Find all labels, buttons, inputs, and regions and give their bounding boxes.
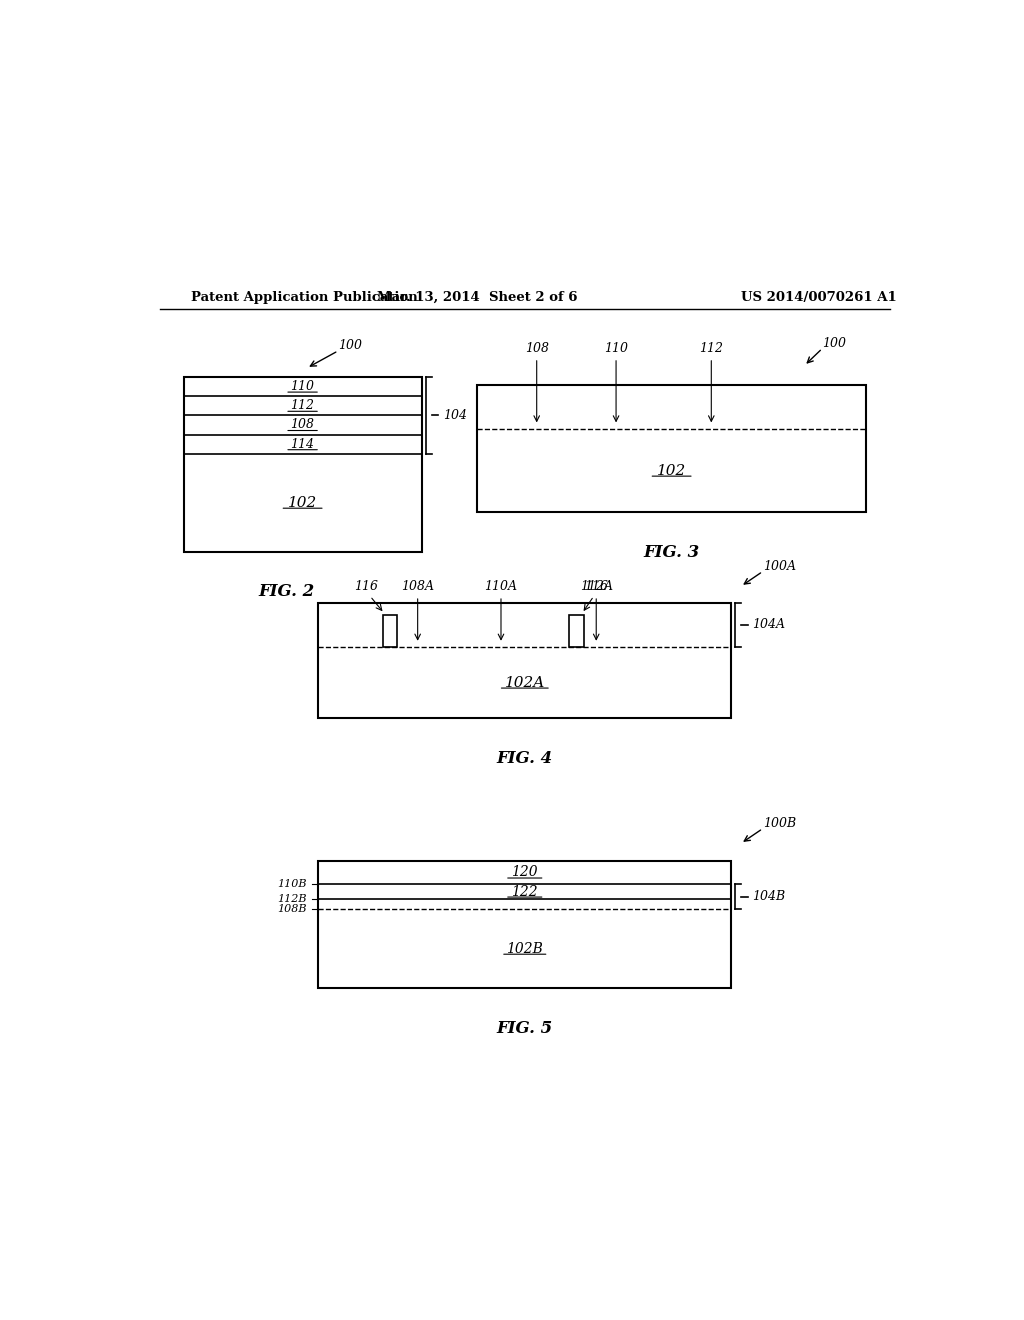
Text: FIG. 3: FIG. 3 — [643, 544, 699, 561]
Text: 110B: 110B — [278, 879, 306, 888]
Text: 102B: 102B — [506, 941, 544, 956]
Text: 114: 114 — [291, 438, 314, 450]
Text: 102: 102 — [657, 463, 686, 478]
Text: 112A: 112A — [580, 579, 612, 593]
Text: 112B: 112B — [278, 894, 306, 904]
Text: 108A: 108A — [401, 579, 434, 593]
Text: 100A: 100A — [763, 560, 796, 573]
Text: 120: 120 — [511, 866, 539, 879]
Text: 110: 110 — [291, 380, 314, 393]
Text: 112: 112 — [699, 342, 723, 355]
Text: FIG. 4: FIG. 4 — [497, 750, 553, 767]
Text: 100: 100 — [338, 339, 362, 352]
Text: US 2014/0070261 A1: US 2014/0070261 A1 — [740, 292, 896, 304]
Bar — [569, 615, 584, 647]
Text: 112: 112 — [291, 399, 314, 412]
Bar — [477, 385, 866, 512]
Text: FIG. 5: FIG. 5 — [497, 1020, 553, 1036]
Text: 110: 110 — [604, 342, 628, 355]
Text: 116: 116 — [585, 579, 608, 593]
Text: 122: 122 — [511, 884, 539, 899]
Text: 100: 100 — [822, 337, 847, 350]
Text: Mar. 13, 2014  Sheet 2 of 6: Mar. 13, 2014 Sheet 2 of 6 — [377, 292, 578, 304]
Text: 108B: 108B — [278, 904, 306, 915]
Text: Patent Application Publication: Patent Application Publication — [191, 292, 418, 304]
Text: FIG. 2: FIG. 2 — [259, 583, 314, 601]
Bar — [383, 615, 397, 647]
Text: 108: 108 — [524, 342, 549, 355]
Text: 100B: 100B — [763, 817, 796, 830]
Bar — [183, 378, 422, 552]
Text: 108: 108 — [291, 418, 314, 432]
Text: 110A: 110A — [484, 579, 517, 593]
Text: 102: 102 — [288, 495, 317, 510]
Bar — [318, 861, 731, 987]
Text: 102A: 102A — [505, 676, 545, 689]
Text: 104B: 104B — [753, 890, 785, 903]
Bar — [318, 603, 731, 718]
Text: 116: 116 — [354, 579, 378, 593]
Text: 104: 104 — [443, 409, 467, 422]
Text: 104A: 104A — [753, 619, 785, 631]
